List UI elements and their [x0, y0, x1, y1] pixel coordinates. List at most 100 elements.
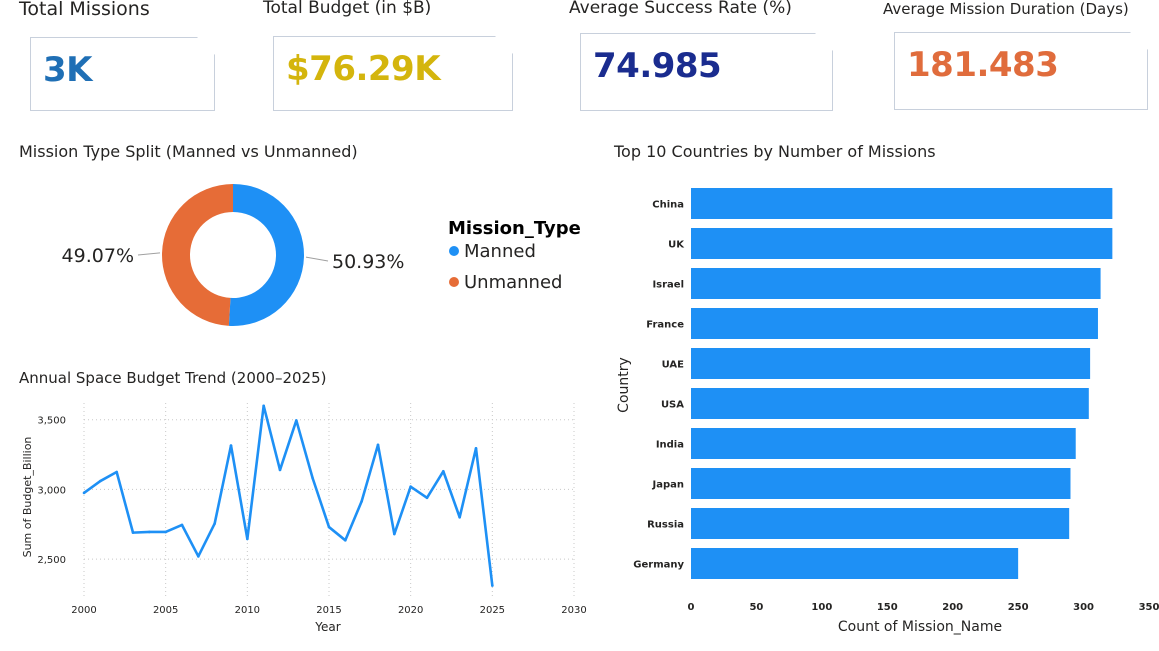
kpi-value-average-success-rate: 74.985 — [593, 46, 722, 86]
bar-chart-category-label: Japan — [652, 480, 685, 491]
kpi-card-total-missions[interactable]: 3K — [30, 37, 215, 111]
line-chart-point[interactable] — [327, 525, 331, 529]
line-chart-point[interactable] — [213, 522, 216, 525]
line-chart-point[interactable] — [442, 470, 445, 473]
kpi-value-total-budget: $76.29K — [286, 49, 441, 89]
line-chart-point[interactable] — [376, 443, 380, 447]
line-chart-point[interactable] — [197, 555, 200, 558]
bar-chart: China UK Israel France UAE USA India Japan Russi… — [616, 188, 1159, 635]
line-chart-point[interactable] — [99, 479, 102, 483]
bar-germany[interactable] — [691, 548, 1019, 579]
bar-chart-x-tick-label: 200 — [942, 602, 963, 613]
bar-chart-x-axis-label: Count of Mission_Name — [838, 619, 1002, 635]
bar-chart-category-label: Israel — [652, 280, 684, 291]
line-chart-title: Annual Space Budget Trend (2000–2025) — [19, 369, 327, 387]
line-chart-x-tick-label: 2025 — [480, 605, 505, 616]
donut-legend-title: Mission_Type — [448, 218, 581, 239]
line-chart-point[interactable] — [262, 404, 265, 408]
kpi-card-average-mission-duration[interactable]: 181.483 — [894, 32, 1148, 110]
line-chart-point[interactable] — [425, 496, 429, 500]
donut-chart: 50.93% 49.07% Mission_Type Manned Unmanned — [62, 184, 581, 326]
kpi-title-average-success-rate: Average Success Rate (%) — [569, 0, 792, 18]
bar-russia[interactable] — [691, 508, 1070, 539]
line-chart-point[interactable] — [474, 447, 478, 450]
bar-chart-category-label: India — [656, 440, 684, 451]
line-chart-y-tick-label: 2,500 — [37, 555, 66, 566]
line-chart-x-tick-label: 2015 — [316, 605, 341, 616]
line-chart-point[interactable] — [409, 485, 412, 488]
bar-uk[interactable] — [691, 228, 1113, 259]
line-chart-point[interactable] — [295, 419, 298, 422]
line-chart-point[interactable] — [148, 530, 151, 534]
bar-israel[interactable] — [691, 268, 1101, 299]
line-chart-series — [82, 404, 494, 587]
kpi-value-average-mission-duration: 181.483 — [907, 45, 1059, 85]
line-chart-series-line[interactable] — [83, 404, 494, 586]
line-chart-point[interactable] — [393, 532, 396, 536]
donut-slice-manned[interactable] — [228, 184, 305, 326]
bar-chart-x-tick-label: 50 — [749, 602, 763, 613]
bar-chart-x-tick-label: 0 — [688, 602, 695, 613]
kpi-title-total-missions: Total Missions — [19, 0, 150, 20]
donut-slices — [162, 184, 305, 326]
bar-chart-category-label: UAE — [662, 360, 685, 371]
line-chart-x-ticks: 2000 2005 2010 2015 2020 2025 2030 — [71, 605, 586, 616]
kpi-title-total-budget: Total Budget (in $B) — [263, 0, 432, 18]
bar-china[interactable] — [691, 188, 1113, 219]
line-chart-x-tick-label: 2000 — [71, 605, 96, 616]
kpi-card-total-budget[interactable]: $76.29K — [273, 36, 513, 111]
bar-uae[interactable] — [691, 348, 1091, 379]
line-chart-x-axis-label: Year — [314, 620, 340, 634]
bar-chart-category-label: China — [652, 200, 684, 211]
donut-labels: 50.93% 49.07% — [62, 245, 405, 273]
line-chart-y-ticks: 2,500 3,000 3,500 — [37, 416, 66, 566]
legend-item-unmanned[interactable]: Unmanned — [464, 272, 562, 293]
line-chart-y-tick-label: 3,000 — [37, 485, 66, 496]
line-chart-point[interactable] — [164, 530, 167, 534]
donut-data-label: 50.93% — [332, 251, 404, 273]
bar-chart-category-label: USA — [661, 400, 684, 411]
bar-chart-x-tick-label: 250 — [1008, 602, 1029, 613]
bar-chart-category-label: Russia — [647, 520, 684, 531]
line-chart-x-tick-label: 2030 — [561, 605, 586, 616]
line-chart-point[interactable] — [458, 516, 461, 519]
line-chart-point[interactable] — [311, 476, 314, 480]
legend-marker-icon — [449, 246, 459, 256]
line-chart: 2,500 3,000 3,500 2000 2005 2010 2015 2020 2025… — [21, 403, 587, 634]
line-chart-point[interactable] — [229, 444, 233, 447]
donut-data-label: 49.07% — [62, 245, 134, 267]
line-chart-point[interactable] — [360, 499, 363, 503]
bar-chart-category-label: UK — [668, 240, 685, 251]
line-chart-point[interactable] — [115, 470, 118, 474]
bar-chart-rows: China UK Israel France UAE USA India Japan Russi… — [633, 188, 1113, 579]
bar-chart-x-tick-label: 350 — [1139, 602, 1159, 613]
line-chart-point[interactable] — [278, 468, 282, 472]
line-chart-point[interactable] — [180, 523, 184, 527]
bar-chart-category-label: France — [646, 320, 684, 331]
bar-chart-x-tick-label: 150 — [877, 602, 898, 613]
line-chart-point[interactable] — [491, 584, 494, 587]
kpi-card-average-success-rate[interactable]: 74.985 — [580, 33, 833, 111]
bar-chart-category-label: Germany — [633, 560, 684, 571]
line-chart-y-tick-label: 3,500 — [37, 416, 66, 427]
legend-marker-icon — [449, 277, 459, 287]
line-chart-y-axis-label: Sum of Budget_Billion — [21, 437, 34, 558]
line-chart-point[interactable] — [82, 491, 86, 495]
bar-usa[interactable] — [691, 388, 1089, 419]
donut-leader-line — [305, 256, 329, 262]
bar-france[interactable] — [691, 308, 1098, 339]
donut-legend: Manned Unmanned — [449, 241, 562, 293]
bar-japan[interactable] — [691, 468, 1071, 499]
line-chart-x-tick-label: 2010 — [235, 605, 260, 616]
donut-leader-line — [137, 252, 161, 256]
donut-slice-unmanned[interactable] — [162, 184, 233, 326]
bar-chart-x-tick-label: 100 — [811, 602, 832, 613]
line-chart-point[interactable] — [246, 537, 249, 541]
line-chart-point[interactable] — [131, 531, 135, 534]
line-chart-point[interactable] — [344, 539, 347, 542]
bar-india[interactable] — [691, 428, 1076, 459]
line-chart-x-tick-label: 2020 — [398, 605, 423, 616]
bar-chart-title: Top 10 Countries by Number of Missions — [614, 142, 936, 161]
legend-item-manned[interactable]: Manned — [464, 241, 536, 262]
line-chart-x-tick-label: 2005 — [153, 605, 178, 616]
